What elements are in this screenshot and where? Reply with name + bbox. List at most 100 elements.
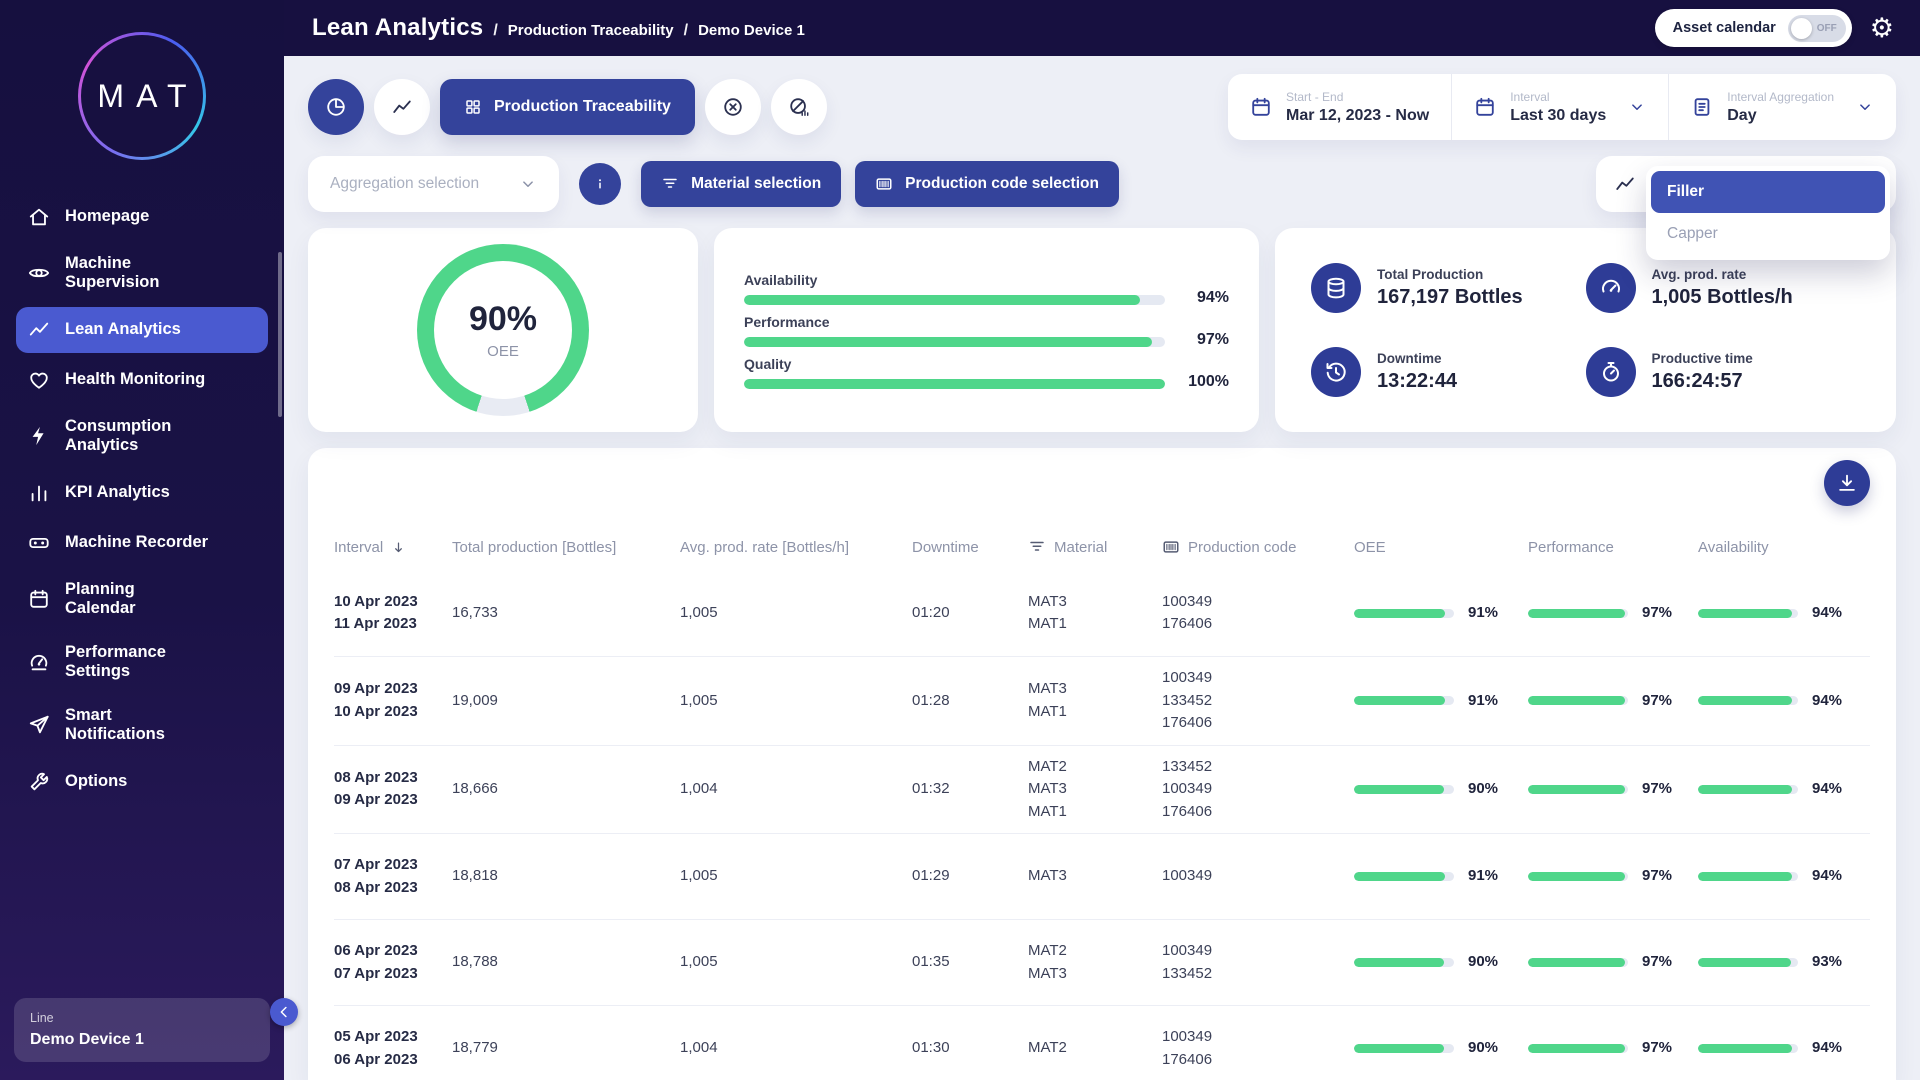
date-range-picker[interactable]: Start - End Mar 12, 2023 - Now [1228,74,1451,140]
info-button[interactable] [579,163,622,205]
asset-calendar-toggle[interactable]: Asset calendar OFF [1654,9,1852,47]
material-selection-button[interactable]: Material selection [641,161,842,207]
dropdown-option-filler[interactable]: Filler [1651,171,1885,213]
cell-downtime: 01:28 [912,691,950,709]
breadcrumb-view[interactable]: Production Traceability [507,22,674,39]
cell-downtime: 01:32 [912,780,950,797]
kpi-label: Downtime [1377,351,1442,366]
cell-avg-prod-rate: 1,004 [680,780,718,797]
downtime-icon [1324,360,1348,384]
switch-state-label: OFF [1816,22,1837,34]
column-avg-prod-rate[interactable]: Avg. prod. rate [Bottles/h] [680,538,849,556]
table-row[interactable]: 05 Apr 2023 06 Apr 2023 18,779 1,004 01:30 MA… [334,1005,1870,1080]
oee-gauge: 90% OEE [417,244,589,416]
sidebar-item-consumption-analytics[interactable]: Consumption Analytics [16,407,268,466]
metric-bars: Availability 94% Performance 97% Quality 100% [744,263,1229,398]
aggregation-selection-dropdown[interactable]: Aggregation selection [308,156,560,212]
table-row[interactable]: 10 Apr 2023 11 Apr 2023 16,733 1,005 01:20 MA… [334,570,1870,656]
line-view-button[interactable] [374,79,430,135]
sidebar-item-performance-settings[interactable]: Performance Settings [16,633,268,692]
breadcrumb-device[interactable]: Demo Device 1 [698,22,805,39]
kpi-value: 167,197 Bottles [1377,286,1523,308]
cell-avg-prod-rate: 1,005 [680,867,718,885]
topbar: Lean Analytics / Production Traceability… [0,0,1920,56]
table-row[interactable]: 09 Apr 2023 10 Apr 2023 19,009 1,005 01:28 MA… [334,656,1870,745]
sidebar-nav: Homepage Machine Supervision Lean Analytic… [0,186,284,998]
cell-material: MAT3 MAT1 [1028,592,1067,633]
cell-performance: 97% [1528,1037,1698,1060]
device-selector[interactable]: Line Demo Device 1 [14,998,270,1062]
column-downtime[interactable]: Downtime [912,538,979,556]
table-row[interactable]: 08 Apr 2023 09 Apr 2023 18,666 1,004 01:32 MA… [334,744,1870,834]
sidebar-item-machine-recorder[interactable]: Machine Recorder [16,520,268,566]
sidebar-item-label: Consumption Analytics [65,416,172,455]
gear-icon[interactable]: ⚙ [1869,12,1894,43]
production-code-selection-button[interactable]: Production code selection [855,161,1119,207]
interval-select[interactable]: Interval Last 30 days [1451,74,1668,140]
sidebar-item-machine-supervision[interactable]: Machine Supervision [16,244,268,303]
breadcrumb-separator: / [683,22,689,39]
logo-ring: MAT [78,32,206,160]
download-icon [1836,472,1858,494]
table-row[interactable]: 06 Apr 2023 07 Apr 2023 18,788 1,005 01:35 MA… [334,919,1870,1005]
sidebar-collapse-button[interactable] [270,998,298,1026]
column-interval[interactable]: Interval [334,539,452,556]
sidebar-item-planning-calendar[interactable]: Planning Calendar [16,570,268,629]
asset-calendar-switch[interactable]: OFF [1787,14,1846,42]
view-switcher: Production Traceability [308,79,827,135]
cell-downtime: 01:30 [912,1039,950,1057]
device-selector-value: Demo Device 1 [30,1031,144,1048]
cell-total-production: 19,009 [452,691,498,709]
breadcrumb-separator: / [493,22,498,39]
cell-avg-prod-rate: 1,005 [680,603,718,621]
sidebar-item-options[interactable]: Options [16,759,268,805]
sort-down-icon [391,540,406,555]
table-header: Interval Total production [Bottles] Avg.… [334,524,1870,570]
interval-aggregation-select[interactable]: Interval Aggregation Day [1668,74,1896,140]
column-oee[interactable]: OEE [1354,538,1386,556]
pie-view-button[interactable] [308,79,364,135]
topbar-right: Asset calendar OFF ⚙ [1654,9,1894,47]
column-material[interactable]: Material [1028,538,1162,556]
cell-total-production: 18,779 [452,1039,498,1057]
column-production-code[interactable]: Production code [1162,538,1354,556]
kpi-productive-time: Productive time 166:24:57 [1585,347,1861,397]
clear-view-button[interactable] [704,79,761,135]
cell-production-code: 100349 133452 [1162,942,1213,982]
column-total-production[interactable]: Total production [Bottles] [452,538,617,556]
sidebar-item-label: Health Monitoring [65,370,206,389]
interval-label: Interval [1510,89,1550,104]
cell-material: MAT2 MAT3 [1028,942,1067,982]
kpi-card: Total Production 167,197 Bottles Avg. prod… [1275,228,1896,432]
cell-total-production: 18,818 [452,867,498,885]
chevron-down-icon [1856,98,1874,116]
sidebar-item-kpi-analytics[interactable]: KPI Analytics [16,470,268,516]
download-button[interactable] [1824,460,1870,506]
sidebar-item-health-monitoring[interactable]: Health Monitoring [16,357,268,403]
sidebar-scrollbar[interactable] [278,252,282,417]
table-row[interactable]: 07 Apr 2023 08 Apr 2023 18,818 1,005 01:29 MA… [334,833,1870,919]
column-availability[interactable]: Availability [1698,538,1769,556]
oee-label: OEE [487,343,519,360]
cell-availability: 93% [1698,951,1870,974]
app-title[interactable]: Lean Analytics [312,14,484,41]
speedometer-icon [1599,276,1623,300]
sidebar-item-smart-notifications[interactable]: Smart Notifications [16,696,268,755]
cell-oee: 91% [1354,865,1528,888]
sidebar-item-label: Smart Notifications [65,705,165,744]
calendar-icon [1474,96,1496,118]
column-performance[interactable]: Performance [1528,538,1614,556]
bar-chart-icon [28,482,50,504]
cell-oee: 90% [1354,778,1528,801]
database-icon-badge [1311,263,1361,313]
logo-text: MAT [97,77,199,114]
production-traceability-button[interactable]: Production Traceability [440,79,695,135]
sidebar-item-label: Homepage [65,207,150,226]
cell-total-production: 18,788 [452,953,498,971]
empty-data-button[interactable] [770,79,827,135]
sidebar-item-lean-analytics[interactable]: Lean Analytics [16,306,268,353]
grid-icon [464,98,482,116]
dropdown-option-capper[interactable]: Capper [1667,225,1718,242]
sidebar-item-homepage[interactable]: Homepage [16,194,268,240]
cell-performance: 97% [1528,690,1698,713]
